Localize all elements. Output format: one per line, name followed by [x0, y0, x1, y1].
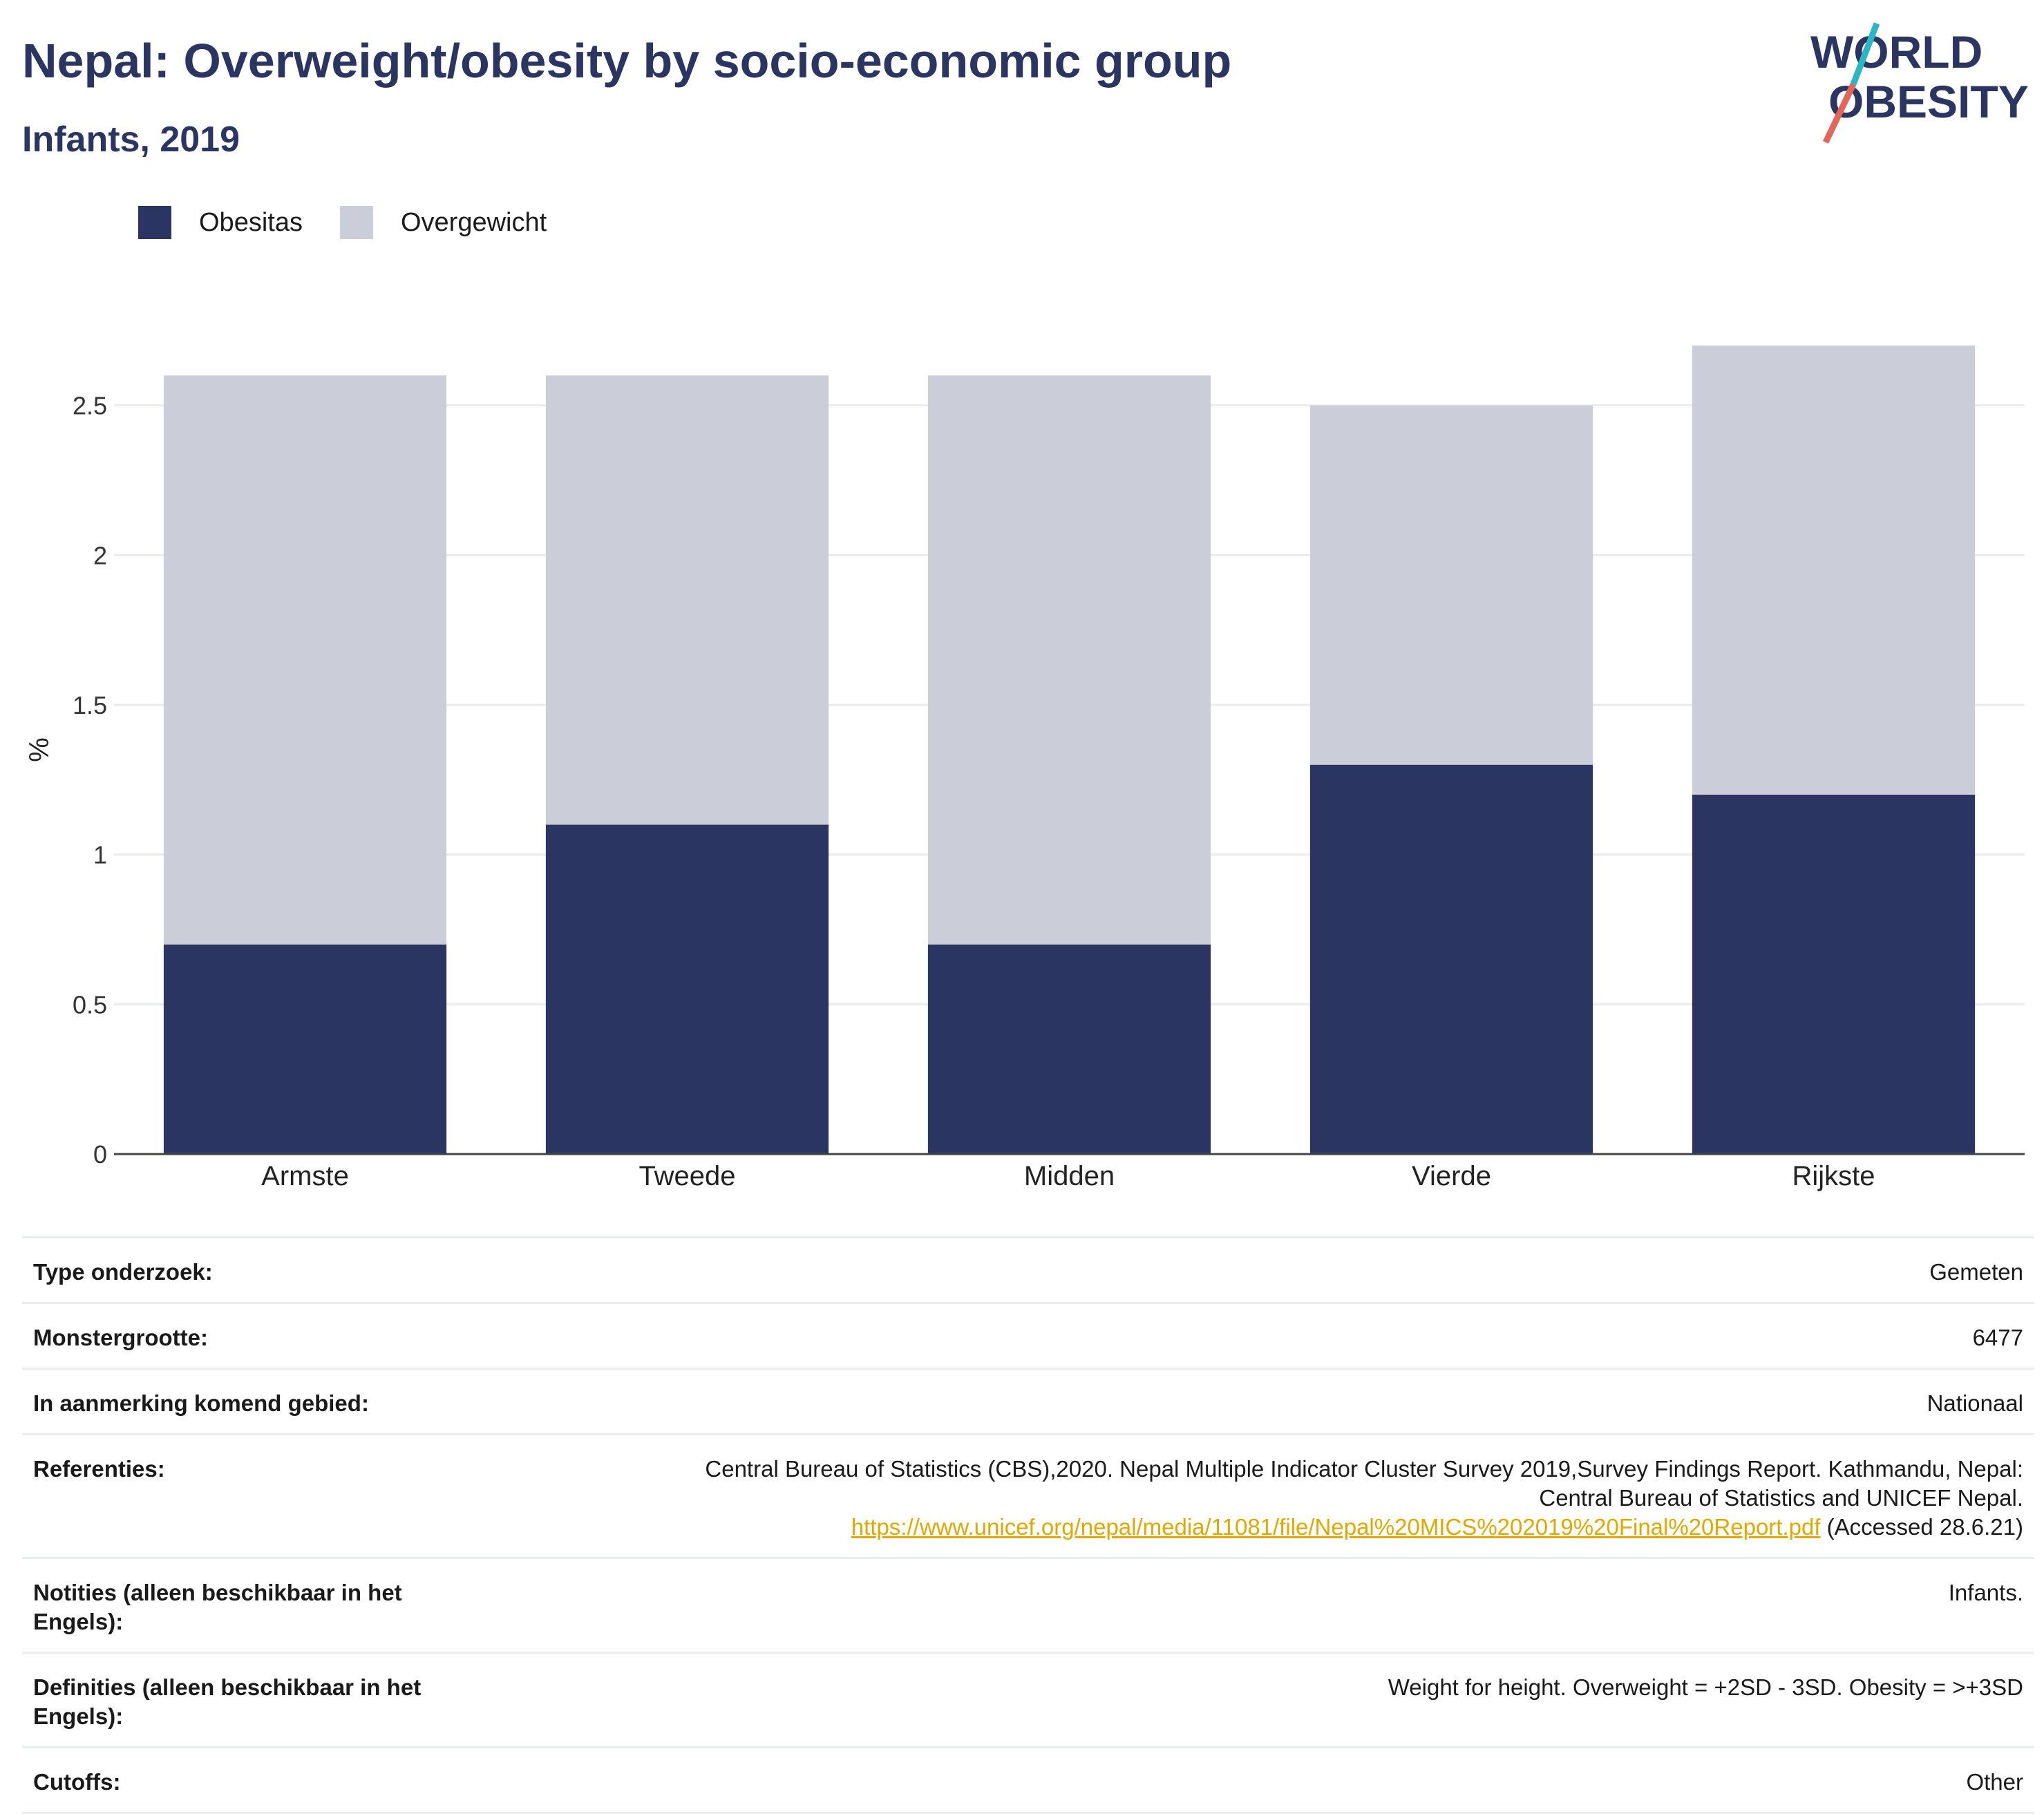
reference-line-1: Central Bureau of Statistics (CBS),2020.… — [705, 1456, 2023, 1482]
chart-subtitle: Infants, 2019 — [22, 120, 240, 160]
logo-line-world: WORLD — [1810, 26, 1983, 77]
chart-title: Nepal: Overweight/obesity by socio-econo… — [22, 34, 1232, 88]
logo-slash-teal — [1850, 22, 1880, 86]
info-value: Weight for height. Overweight = +2SD - 3… — [1388, 1674, 2023, 1700]
bar-overgewicht-vierde[interactable] — [1309, 405, 1593, 765]
bar-obesitas-vierde[interactable] — [1309, 764, 1593, 1154]
x-tick-label: Midden — [1024, 1161, 1115, 1191]
bar-obesitas-rijkste[interactable] — [1692, 795, 1976, 1154]
x-tick-label: Vierde — [1412, 1161, 1491, 1191]
x-tick-label: Rijkste — [1792, 1161, 1875, 1191]
info-label: Definities (alleen beschikbaar in het En… — [33, 1674, 422, 1729]
info-row-sample-size: Monstergrootte: 6477 — [22, 1302, 2034, 1368]
info-row-notes: Notities (alleen beschikbaar in het Enge… — [22, 1557, 2034, 1652]
logo-line-obesity: OBESITY — [1828, 76, 2029, 127]
y-tick-label: 1 — [93, 841, 107, 869]
legend-item-overgewicht[interactable]: Overgewicht — [339, 206, 547, 239]
legend-item-obesitas[interactable]: Obesitas — [138, 206, 303, 239]
bar-obesitas-midden[interactable] — [927, 944, 1211, 1154]
y-tick-label: 0 — [93, 1140, 107, 1169]
info-label: Monstergrootte: — [33, 1325, 208, 1350]
reference-line-2: Central Bureau of Statistics and UNICEF … — [1539, 1485, 2023, 1511]
reference-accessed: (Accessed 28.6.21) — [1826, 1514, 2023, 1540]
bar-overgewicht-rijkste[interactable] — [1692, 346, 1976, 795]
bar-obesitas-tweede[interactable] — [545, 824, 829, 1154]
legend-label-obesitas: Obesitas — [199, 207, 303, 237]
reference-link[interactable]: https://www.unicef.org/nepal/media/11081… — [851, 1514, 1821, 1540]
info-value: Other — [1966, 1769, 2023, 1795]
info-row-references: Referenties: Central Bureau of Statistic… — [22, 1433, 2034, 1557]
info-label: In aanmerking komend gebied: — [33, 1390, 369, 1416]
info-value: 6477 — [1972, 1325, 2023, 1350]
bar-overgewicht-tweede[interactable] — [545, 375, 829, 825]
info-row-cutoffs: Cutoffs: Other — [22, 1746, 2034, 1814]
reference-line-3: https://www.unicef.org/nepal/media/11081… — [705, 1513, 2023, 1542]
x-tick-label: Armste — [261, 1161, 349, 1191]
x-tick-label: Tweede — [638, 1161, 735, 1191]
stacked-bar-chart: 0 0.5 1 1.5 2 2.5% Armste Tweede Midden Vierde Rij… — [24, 346, 2025, 1191]
info-value: Infants. — [1948, 1580, 2023, 1605]
info-row-survey-type: Type onderzoek: Gemeten — [22, 1236, 2034, 1302]
bar-overgewicht-armste[interactable] — [163, 375, 447, 945]
references-value: Central Bureau of Statistics (CBS),2020.… — [705, 1455, 2023, 1542]
info-value: Nationaal — [1927, 1390, 2023, 1416]
info-value: Gemeten — [1929, 1259, 2023, 1285]
info-label: Notities (alleen beschikbaar in het Enge… — [33, 1580, 402, 1634]
legend-swatch-overgewicht — [339, 206, 373, 239]
y-axis-label: % — [24, 737, 55, 762]
bar-overgewicht-midden[interactable] — [927, 375, 1211, 945]
info-label: Referenties: — [33, 1456, 165, 1482]
world-obesity-logo: WORLD OBESITY — [1810, 22, 2029, 144]
bar-obesitas-armste[interactable] — [163, 944, 447, 1154]
y-tick-label: 0.5 — [73, 990, 107, 1019]
info-label: Cutoffs: — [33, 1769, 121, 1795]
legend-swatch-obesitas — [138, 206, 171, 239]
chart-legend: Obesitas Overgewicht — [138, 206, 584, 239]
y-tick-label: 2 — [93, 541, 107, 569]
info-row-area: In aanmerking komend gebied: Nationaal — [22, 1368, 2034, 1433]
survey-info-table: Type onderzoek: Gemeten Monstergrootte: … — [22, 1236, 2034, 1814]
info-row-definitions: Definities (alleen beschikbaar in het En… — [22, 1652, 2034, 1746]
y-tick-label: 2.5 — [73, 392, 107, 420]
info-label: Type onderzoek: — [33, 1259, 213, 1285]
legend-label-overgewicht: Overgewicht — [400, 207, 547, 237]
y-tick-label: 1.5 — [73, 691, 107, 719]
logo-slash-red — [1822, 83, 1857, 144]
